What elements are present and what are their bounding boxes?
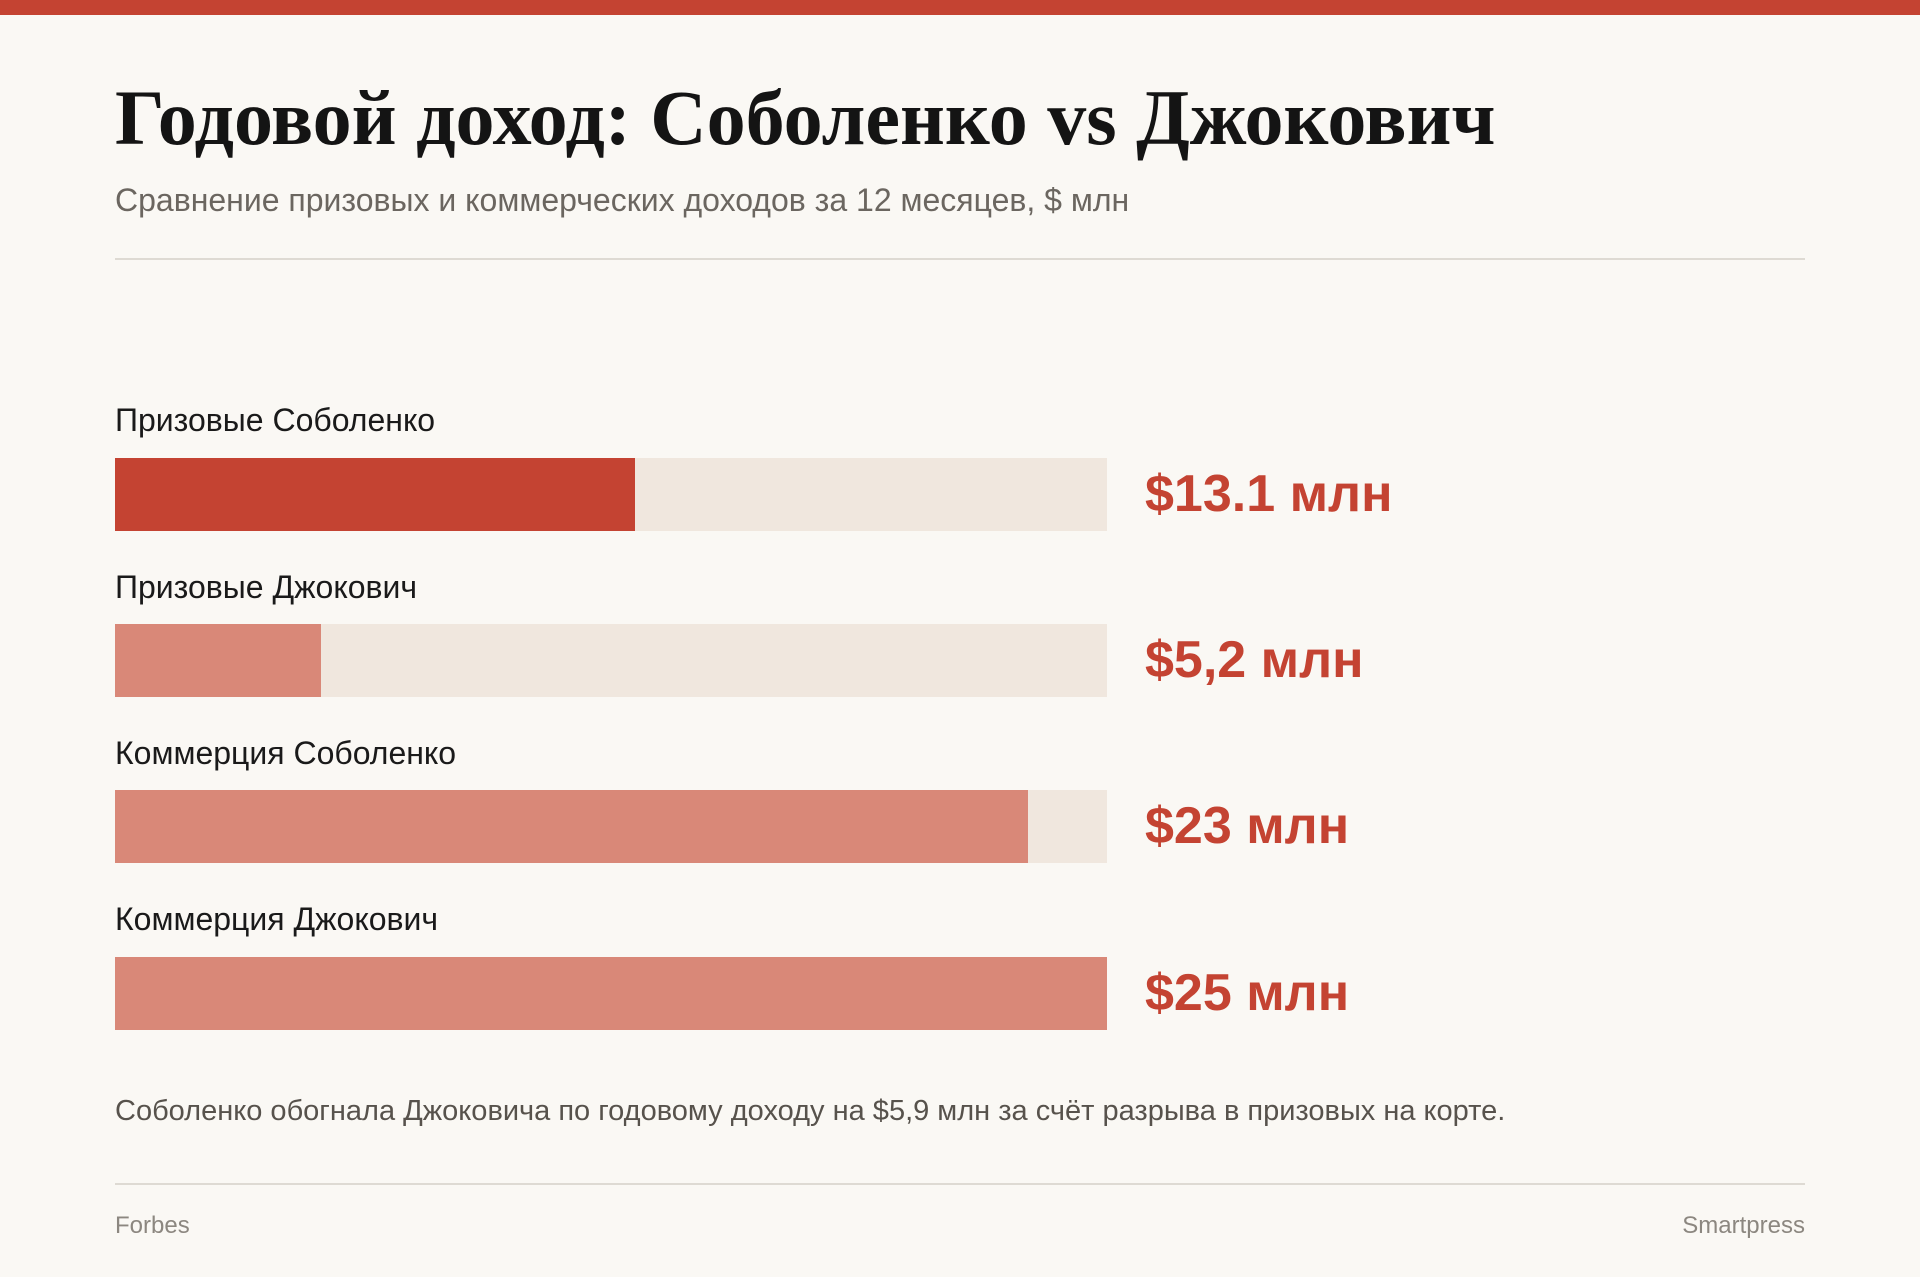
bar-track xyxy=(115,790,1107,863)
source-label: Forbes xyxy=(115,1212,190,1239)
chart-note: Соболенко обогнала Джоковича по годовому… xyxy=(115,1095,1506,1127)
header-divider xyxy=(115,258,1805,260)
bar-label: Призовые Джокович xyxy=(115,569,418,605)
chart-subtitle: Сравнение призовых и коммерческих доходо… xyxy=(115,182,1130,218)
footer-divider xyxy=(115,1183,1805,1185)
bar-track xyxy=(115,957,1107,1030)
bar-value-label: $5,2 млн xyxy=(1145,631,1364,689)
bar xyxy=(115,790,1028,863)
bar-track xyxy=(115,624,1107,697)
bar-value-label: $25 млн xyxy=(1145,964,1350,1022)
bar-track xyxy=(115,458,1107,531)
bar-label: Коммерция Джокович xyxy=(115,901,439,937)
bar-value-label: $13.1 млн xyxy=(1145,465,1393,523)
bar xyxy=(115,458,635,531)
bar xyxy=(115,957,1107,1030)
credit-label: Smartpress xyxy=(1682,1212,1805,1239)
top-accent-strip xyxy=(0,0,1920,15)
chart-title: Годовой доход: Соболенко vs Джокович xyxy=(115,74,1496,161)
bar-value-label: $23 млн xyxy=(1145,797,1350,855)
bar-label: Призовые Соболенко xyxy=(115,402,436,438)
bar-label: Коммерция Соболенко xyxy=(115,735,457,771)
bar xyxy=(115,624,321,697)
